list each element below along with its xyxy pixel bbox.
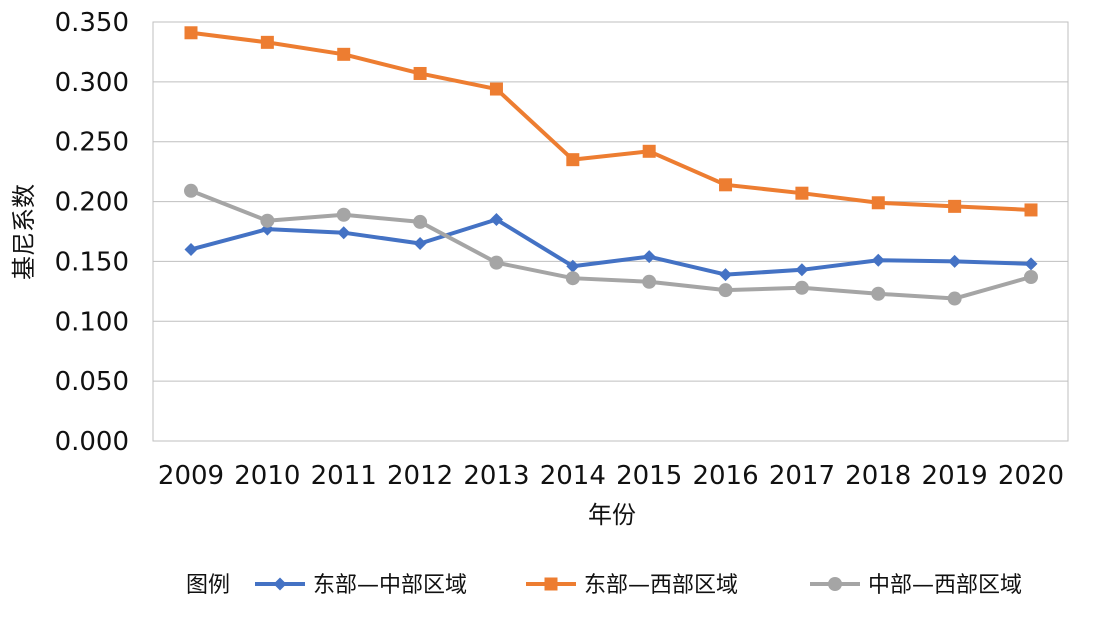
data-point [1024,269,1038,284]
series-line [189,188,1033,301]
x-tick-label: 2018 [845,461,911,491]
legend-marker [544,577,558,591]
y-tick-label: 0.200 [55,188,129,218]
data-point [871,286,886,301]
data-point [1024,203,1038,217]
series-group [184,26,1038,306]
series-3 [184,183,1038,306]
data-point [184,183,198,198]
data-point [719,178,733,192]
data-point [795,186,809,200]
x-tick-label: 2011 [311,461,377,491]
x-tick-label: 2019 [922,461,988,491]
data-point [413,214,428,229]
legend-item: 东部—中部区域 [255,573,467,598]
data-point [337,226,351,240]
y-axis-title: 基尼系数 [10,184,38,280]
legend-label: 东部—西部区域 [584,573,738,598]
y-tick-label: 0.000 [55,427,129,457]
legend-marker [828,577,842,591]
data-point [184,242,198,256]
x-tick-label: 2009 [158,461,224,491]
data-point [795,263,809,277]
data-point [565,271,580,286]
legend-marker [273,577,287,591]
data-point [794,280,809,295]
data-point [642,274,657,289]
data-point [184,26,198,40]
y-tick-label: 0.100 [55,307,129,337]
data-point [413,66,427,80]
x-tick-label: 2015 [616,461,682,491]
x-tick-label: 2016 [692,461,758,491]
legend-label: 中部—西部区域 [868,573,1022,598]
series-2 [184,26,1038,217]
x-tick-label: 2014 [540,461,606,491]
data-point [260,35,274,49]
series-1 [184,213,1038,282]
data-point [337,47,351,61]
data-point [1024,257,1038,271]
y-tick-label: 0.150 [55,247,129,277]
series-line [189,30,1033,212]
x-tick-labels: 2009 2010 2011 2012 2013 2014 2015 2016 2017 2018… [158,461,1064,491]
x-tick-label: 2013 [463,461,529,491]
data-point [336,207,351,222]
x-tick-label: 2017 [769,461,835,491]
x-tick-label: 2020 [998,461,1064,491]
data-point [489,213,503,227]
data-point [718,283,733,298]
x-tick-label: 2012 [387,461,453,491]
x-tick-label: 2010 [234,461,300,491]
data-point [871,196,885,210]
data-point [413,236,427,250]
legend-label: 东部—中部区域 [313,573,467,598]
legend-item: 东部—西部区域 [526,573,738,598]
y-tick-labels: 0.000 0.050 0.100 0.150 0.200 0.250 0.300 0.350 [55,8,129,457]
y-tick-label: 0.350 [55,8,129,38]
data-point [642,144,656,158]
data-point [566,153,580,167]
y-tick-label: 0.050 [55,367,129,397]
x-axis-title: 年份 [588,501,636,529]
legend-item: 中部—西部区域 [810,573,1022,598]
legend: 图例 东部—中部区域 东部—西部区域 中部—西部区域 [186,573,1022,598]
data-point [489,255,504,270]
series-line [189,217,1033,277]
data-point [642,250,656,264]
data-point [489,82,503,96]
y-tick-label: 0.250 [55,128,129,158]
y-tick-label: 0.300 [55,68,129,98]
legend-title: 图例 [186,573,230,598]
data-point [566,259,580,273]
data-point [719,268,733,282]
data-point [947,291,962,306]
gridlines [153,21,1068,442]
data-point [871,253,885,267]
data-point [948,254,962,268]
data-point [260,213,275,228]
data-point [948,199,962,213]
